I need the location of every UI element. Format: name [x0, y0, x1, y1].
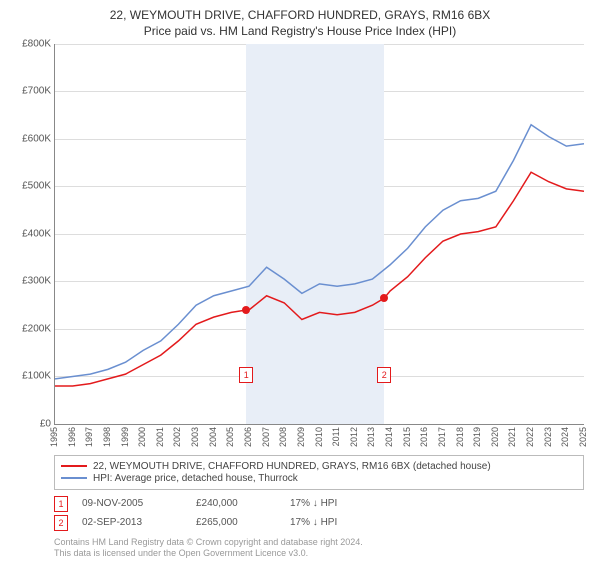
x-tick-label: 2015 — [402, 427, 412, 447]
note-price: £265,000 — [196, 517, 276, 528]
chart-container: 22, WEYMOUTH DRIVE, CHAFFORD HUNDRED, GR… — [0, 0, 600, 566]
series-hpi_thurrock — [55, 124, 584, 378]
x-tick-label: 2007 — [261, 427, 271, 447]
x-tick-label: 2000 — [137, 427, 147, 447]
x-tick-label: 1997 — [84, 427, 94, 447]
x-tick-label: 2006 — [243, 427, 253, 447]
x-tick-label: 1996 — [67, 427, 77, 447]
note-number-box: 1 — [54, 496, 68, 512]
x-tick-label: 2016 — [419, 427, 429, 447]
line-series-svg — [55, 44, 584, 424]
y-tick-label: £500K — [11, 181, 51, 192]
x-tick-label: 2010 — [314, 427, 324, 447]
x-tick-label: 1995 — [49, 427, 59, 447]
note-date: 09-NOV-2005 — [82, 498, 182, 509]
marker-flag-2: 2 — [377, 367, 391, 383]
x-tick-label: 2025 — [578, 427, 588, 447]
x-tick-label: 2013 — [366, 427, 376, 447]
x-tick-label: 1999 — [120, 427, 130, 447]
sale-notes: 1 09-NOV-2005 £240,000 17% ↓ HPI 2 02-SEP-201… — [54, 496, 584, 531]
chart-title-line1: 22, WEYMOUTH DRIVE, CHAFFORD HUNDRED, GR… — [10, 8, 590, 24]
legend-swatch — [61, 465, 87, 467]
note-number-box: 2 — [54, 515, 68, 531]
series-property_price — [55, 172, 584, 386]
note-delta: 17% ↓ HPI — [290, 517, 337, 528]
x-tick-label: 2014 — [384, 427, 394, 447]
x-tick-label: 2018 — [455, 427, 465, 447]
x-tick-label: 2002 — [172, 427, 182, 447]
note-delta: 17% ↓ HPI — [290, 498, 337, 509]
legend-label: 22, WEYMOUTH DRIVE, CHAFFORD HUNDRED, GR… — [93, 461, 491, 472]
x-tick-label: 2021 — [507, 427, 517, 447]
x-tick-label: 2003 — [190, 427, 200, 447]
legend-row: HPI: Average price, detached house, Thur… — [61, 473, 577, 484]
legend: 22, WEYMOUTH DRIVE, CHAFFORD HUNDRED, GR… — [54, 455, 584, 490]
x-tick-label: 2011 — [331, 427, 341, 446]
x-tick-label: 2012 — [349, 427, 359, 447]
x-tick-label: 1998 — [102, 427, 112, 447]
footer-line2: This data is licensed under the Open Gov… — [54, 548, 590, 560]
marker-dot-2 — [380, 294, 388, 302]
note-date: 02-SEP-2013 — [82, 517, 182, 528]
x-tick-label: 2017 — [437, 427, 447, 447]
y-tick-label: £300K — [11, 276, 51, 287]
y-tick-label: £0 — [11, 418, 51, 429]
legend-swatch — [61, 477, 87, 479]
x-tick-label: 2009 — [296, 427, 306, 447]
x-tick-label: 2005 — [225, 427, 235, 447]
footer-line1: Contains HM Land Registry data © Crown c… — [54, 537, 590, 549]
chart-title-line2: Price paid vs. HM Land Registry's House … — [10, 24, 590, 38]
legend-row: 22, WEYMOUTH DRIVE, CHAFFORD HUNDRED, GR… — [61, 461, 577, 472]
y-tick-label: £700K — [11, 86, 51, 97]
x-axis-labels: 1995199619971998199920002001200220032004… — [54, 425, 584, 455]
plot-area: £0£100K£200K£300K£400K£500K£600K£700K£80… — [54, 44, 584, 425]
y-tick-label: £800K — [11, 38, 51, 49]
marker-flag-1: 1 — [239, 367, 253, 383]
x-tick-label: 2004 — [208, 427, 218, 447]
note-price: £240,000 — [196, 498, 276, 509]
x-tick-label: 2024 — [560, 427, 570, 447]
y-tick-label: £200K — [11, 323, 51, 334]
footer-attribution: Contains HM Land Registry data © Crown c… — [54, 537, 590, 560]
note-row: 1 09-NOV-2005 £240,000 17% ↓ HPI — [54, 496, 584, 512]
y-tick-label: £100K — [11, 371, 51, 382]
y-tick-label: £600K — [11, 133, 51, 144]
x-tick-label: 2020 — [490, 427, 500, 447]
marker-dot-1 — [242, 306, 250, 314]
x-tick-label: 2019 — [472, 427, 482, 447]
x-tick-label: 2001 — [155, 427, 165, 447]
x-tick-label: 2008 — [278, 427, 288, 447]
x-tick-label: 2022 — [525, 427, 535, 447]
y-tick-label: £400K — [11, 228, 51, 239]
legend-label: HPI: Average price, detached house, Thur… — [93, 473, 298, 484]
x-tick-label: 2023 — [543, 427, 553, 447]
note-row: 2 02-SEP-2013 £265,000 17% ↓ HPI — [54, 515, 584, 531]
